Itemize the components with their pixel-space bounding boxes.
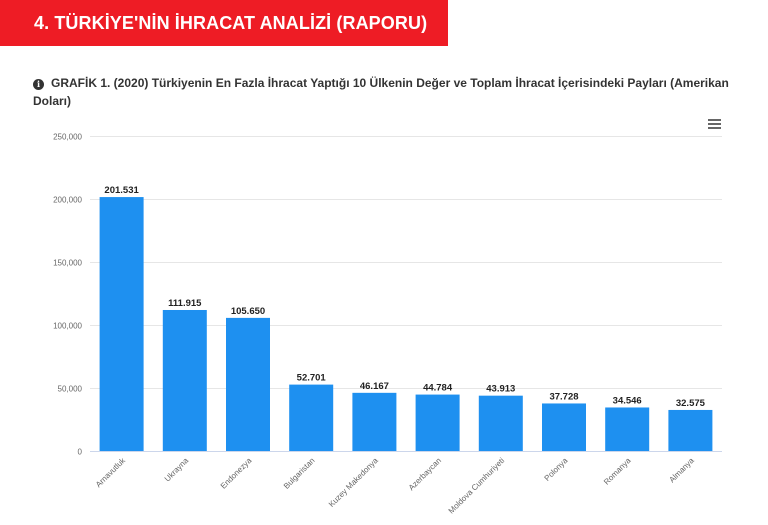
x-tick-label: Romanya — [602, 456, 633, 487]
bar-data-label: 44.784 — [423, 383, 453, 394]
y-tick-label: 0 — [78, 448, 83, 457]
x-tick-label: Almanya — [667, 456, 696, 485]
x-tick-label: Kuzey Makedonya — [327, 456, 380, 509]
bar-data-label: 32.575 — [676, 398, 706, 409]
bar — [289, 384, 334, 451]
hamburger-menu-icon[interactable] — [708, 119, 721, 130]
x-tick-label: Moldova Cumhuriyeti — [447, 456, 507, 516]
bar — [352, 392, 397, 451]
bar — [226, 317, 270, 451]
x-tick-label: Bulgaristan — [282, 456, 317, 491]
y-tick-label: 50,000 — [58, 385, 83, 394]
y-tick-label: 100,000 — [53, 322, 82, 331]
bar — [605, 407, 650, 451]
section-title: 4. TÜRKİYE'NİN İHRACAT ANALİZİ (RAPORU) — [34, 12, 428, 33]
bar-data-label: 34.546 — [613, 395, 642, 406]
y-tick-label: 150,000 — [53, 259, 82, 268]
bar-data-label: 37.728 — [549, 391, 578, 402]
chart-caption-text: GRAFİK 1. (2020) Türkiyenin En Fazla İhr… — [33, 76, 729, 108]
x-tick-label: Polonya — [543, 456, 570, 483]
section-title-banner: 4. TÜRKİYE'NİN İHRACAT ANALİZİ (RAPORU) — [0, 0, 448, 46]
x-tick-label: Arnavutluk — [94, 455, 128, 489]
bar-data-label: 43.913 — [486, 384, 515, 395]
x-tick-label: Ukrayna — [163, 456, 191, 484]
bar — [162, 309, 207, 451]
bar-data-label: 105.650 — [231, 306, 265, 317]
bar-data-label: 46.167 — [360, 381, 389, 392]
x-tick-label: Endonezya — [219, 456, 254, 491]
bar-data-label: 111.915 — [168, 298, 202, 309]
y-tick-label: 250,000 — [53, 133, 82, 142]
y-tick-label: 200,000 — [53, 196, 82, 205]
bar — [415, 394, 460, 451]
x-tick-label: Azerbaycan — [407, 456, 443, 492]
info-icon: i — [33, 79, 44, 90]
chart-caption: i GRAFİK 1. (2020) Türkiyenin En Fazla İh… — [33, 74, 733, 110]
bar-data-label: 52.701 — [297, 373, 327, 384]
bar — [668, 409, 713, 451]
bar — [542, 403, 586, 451]
bar — [99, 197, 144, 451]
bar-data-label: 201.531 — [104, 185, 139, 196]
bar — [478, 395, 523, 451]
